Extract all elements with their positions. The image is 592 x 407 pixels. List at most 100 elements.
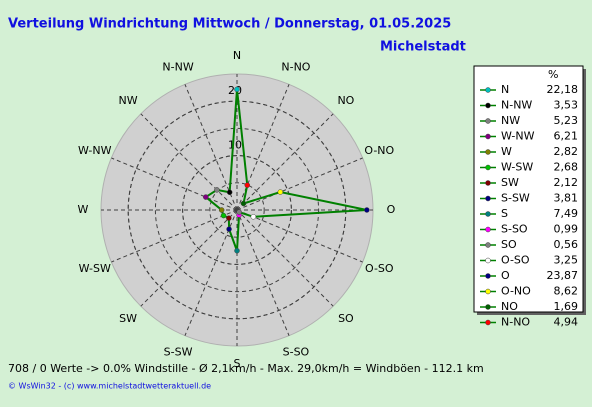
legend-value: 0,56 xyxy=(554,238,579,251)
spoke xyxy=(140,113,238,211)
marker xyxy=(226,226,232,232)
marker xyxy=(277,189,284,195)
legend-marker xyxy=(485,226,491,233)
legend-label: W-SW xyxy=(501,161,533,174)
legend-marker xyxy=(485,273,491,279)
legend-value: 8,62 xyxy=(554,285,579,298)
marker xyxy=(234,247,240,254)
legend-value: 23,87 xyxy=(547,269,579,282)
direction-label: N-NW xyxy=(162,61,193,74)
legend-label: W-NW xyxy=(501,130,535,143)
marker xyxy=(244,182,251,188)
direction-label: SO xyxy=(338,312,354,325)
r-tick-label: 10 xyxy=(228,139,242,152)
legend-marker xyxy=(485,211,491,217)
legend-label: O-SO xyxy=(501,254,530,267)
plot: 1020NN-NWNWW-NWWW-SWSWS-SWSS-SOSOO-SOOO-… xyxy=(78,49,396,370)
legend-label: S-SW xyxy=(501,192,530,205)
legend-marker xyxy=(485,195,491,202)
marker xyxy=(250,214,257,220)
legend-label: N-NO xyxy=(501,316,530,329)
legend-label: N xyxy=(501,83,509,96)
spoke xyxy=(236,113,334,211)
marker xyxy=(203,194,209,200)
marker xyxy=(226,215,232,221)
marker xyxy=(220,212,227,219)
legend-value: 2,68 xyxy=(554,161,579,174)
legend-marker xyxy=(485,304,491,310)
marker xyxy=(364,207,370,213)
legend-label: NO xyxy=(501,300,518,313)
direction-label: W xyxy=(78,203,89,216)
direction-label: NW xyxy=(119,94,138,107)
direction-label: N xyxy=(233,49,241,62)
legend-value: 0,99 xyxy=(554,223,579,236)
legend-value: 1,69 xyxy=(554,300,579,313)
direction-label: S-SW xyxy=(164,345,193,358)
chart-title: Verteilung Windrichtung Mittwoch / Donne… xyxy=(8,17,451,32)
direction-label: W-SW xyxy=(79,262,111,275)
marker xyxy=(214,187,220,193)
legend-value: 3,81 xyxy=(554,192,579,205)
legend-marker xyxy=(485,87,491,93)
legend-label: SO xyxy=(501,238,517,251)
grid-ring xyxy=(182,155,292,265)
legend-value: 22,18 xyxy=(547,83,579,96)
direction-label: N-NO xyxy=(281,61,310,74)
legend-marker xyxy=(485,118,491,124)
legend-value: 6,21 xyxy=(554,130,579,143)
spoke xyxy=(184,84,238,211)
legend-marker xyxy=(485,257,491,264)
marker xyxy=(234,86,240,93)
credit: © WsWin32 - (c) www.michelstadtwetterakt… xyxy=(8,382,211,391)
legend-marker xyxy=(485,242,491,248)
legend-value: 3,25 xyxy=(554,254,579,267)
spoke xyxy=(140,209,238,307)
footer: 708 / 0 Werte -> 0.0% Windstille - Ø 2,1… xyxy=(8,362,484,375)
legend-value: 5,23 xyxy=(554,114,579,127)
legend-marker xyxy=(485,164,491,171)
spoke xyxy=(111,209,238,263)
legend-value: 3,53 xyxy=(554,99,579,112)
legend-value: 2,12 xyxy=(554,176,579,189)
legend-marker xyxy=(485,180,491,186)
marker xyxy=(226,189,233,196)
legend xyxy=(473,65,584,313)
marker xyxy=(236,209,242,215)
spoke xyxy=(236,209,334,307)
marker xyxy=(240,200,247,207)
spoke xyxy=(236,157,363,211)
legend-label: NW xyxy=(501,114,520,127)
legend-label: W xyxy=(501,145,512,158)
legend-label: SW xyxy=(501,176,519,189)
spoke xyxy=(236,209,290,336)
legend-value: 7,49 xyxy=(554,207,579,220)
legend-marker xyxy=(485,149,491,155)
direction-label: W-NW xyxy=(78,144,112,157)
legend-label: O xyxy=(501,269,510,282)
spoke xyxy=(111,157,238,211)
marker xyxy=(218,207,225,213)
legend-marker xyxy=(485,288,491,295)
direction-label: S-SO xyxy=(283,345,310,358)
legend-header: % xyxy=(548,68,558,81)
legend-label: S-SO xyxy=(501,223,528,236)
direction-label: SW xyxy=(119,312,137,325)
legend-label: S xyxy=(501,207,508,220)
legend-marker xyxy=(485,102,491,109)
legend-value: 4,94 xyxy=(554,316,579,329)
chart-subtitle: Michelstadt xyxy=(380,40,466,55)
direction-label: O xyxy=(387,203,396,216)
legend-marker xyxy=(485,133,491,140)
legend-marker xyxy=(485,319,491,326)
direction-label: S xyxy=(234,357,241,370)
legend-label: N-NW xyxy=(501,99,532,112)
legend-value: 2,82 xyxy=(554,145,579,158)
ring xyxy=(154,127,320,293)
direction-label: O-SO xyxy=(365,262,394,275)
direction-label: NO xyxy=(337,94,354,107)
direction-label: O-NO xyxy=(364,144,394,157)
spoke xyxy=(236,209,363,263)
legend-label: O-NO xyxy=(501,285,531,298)
